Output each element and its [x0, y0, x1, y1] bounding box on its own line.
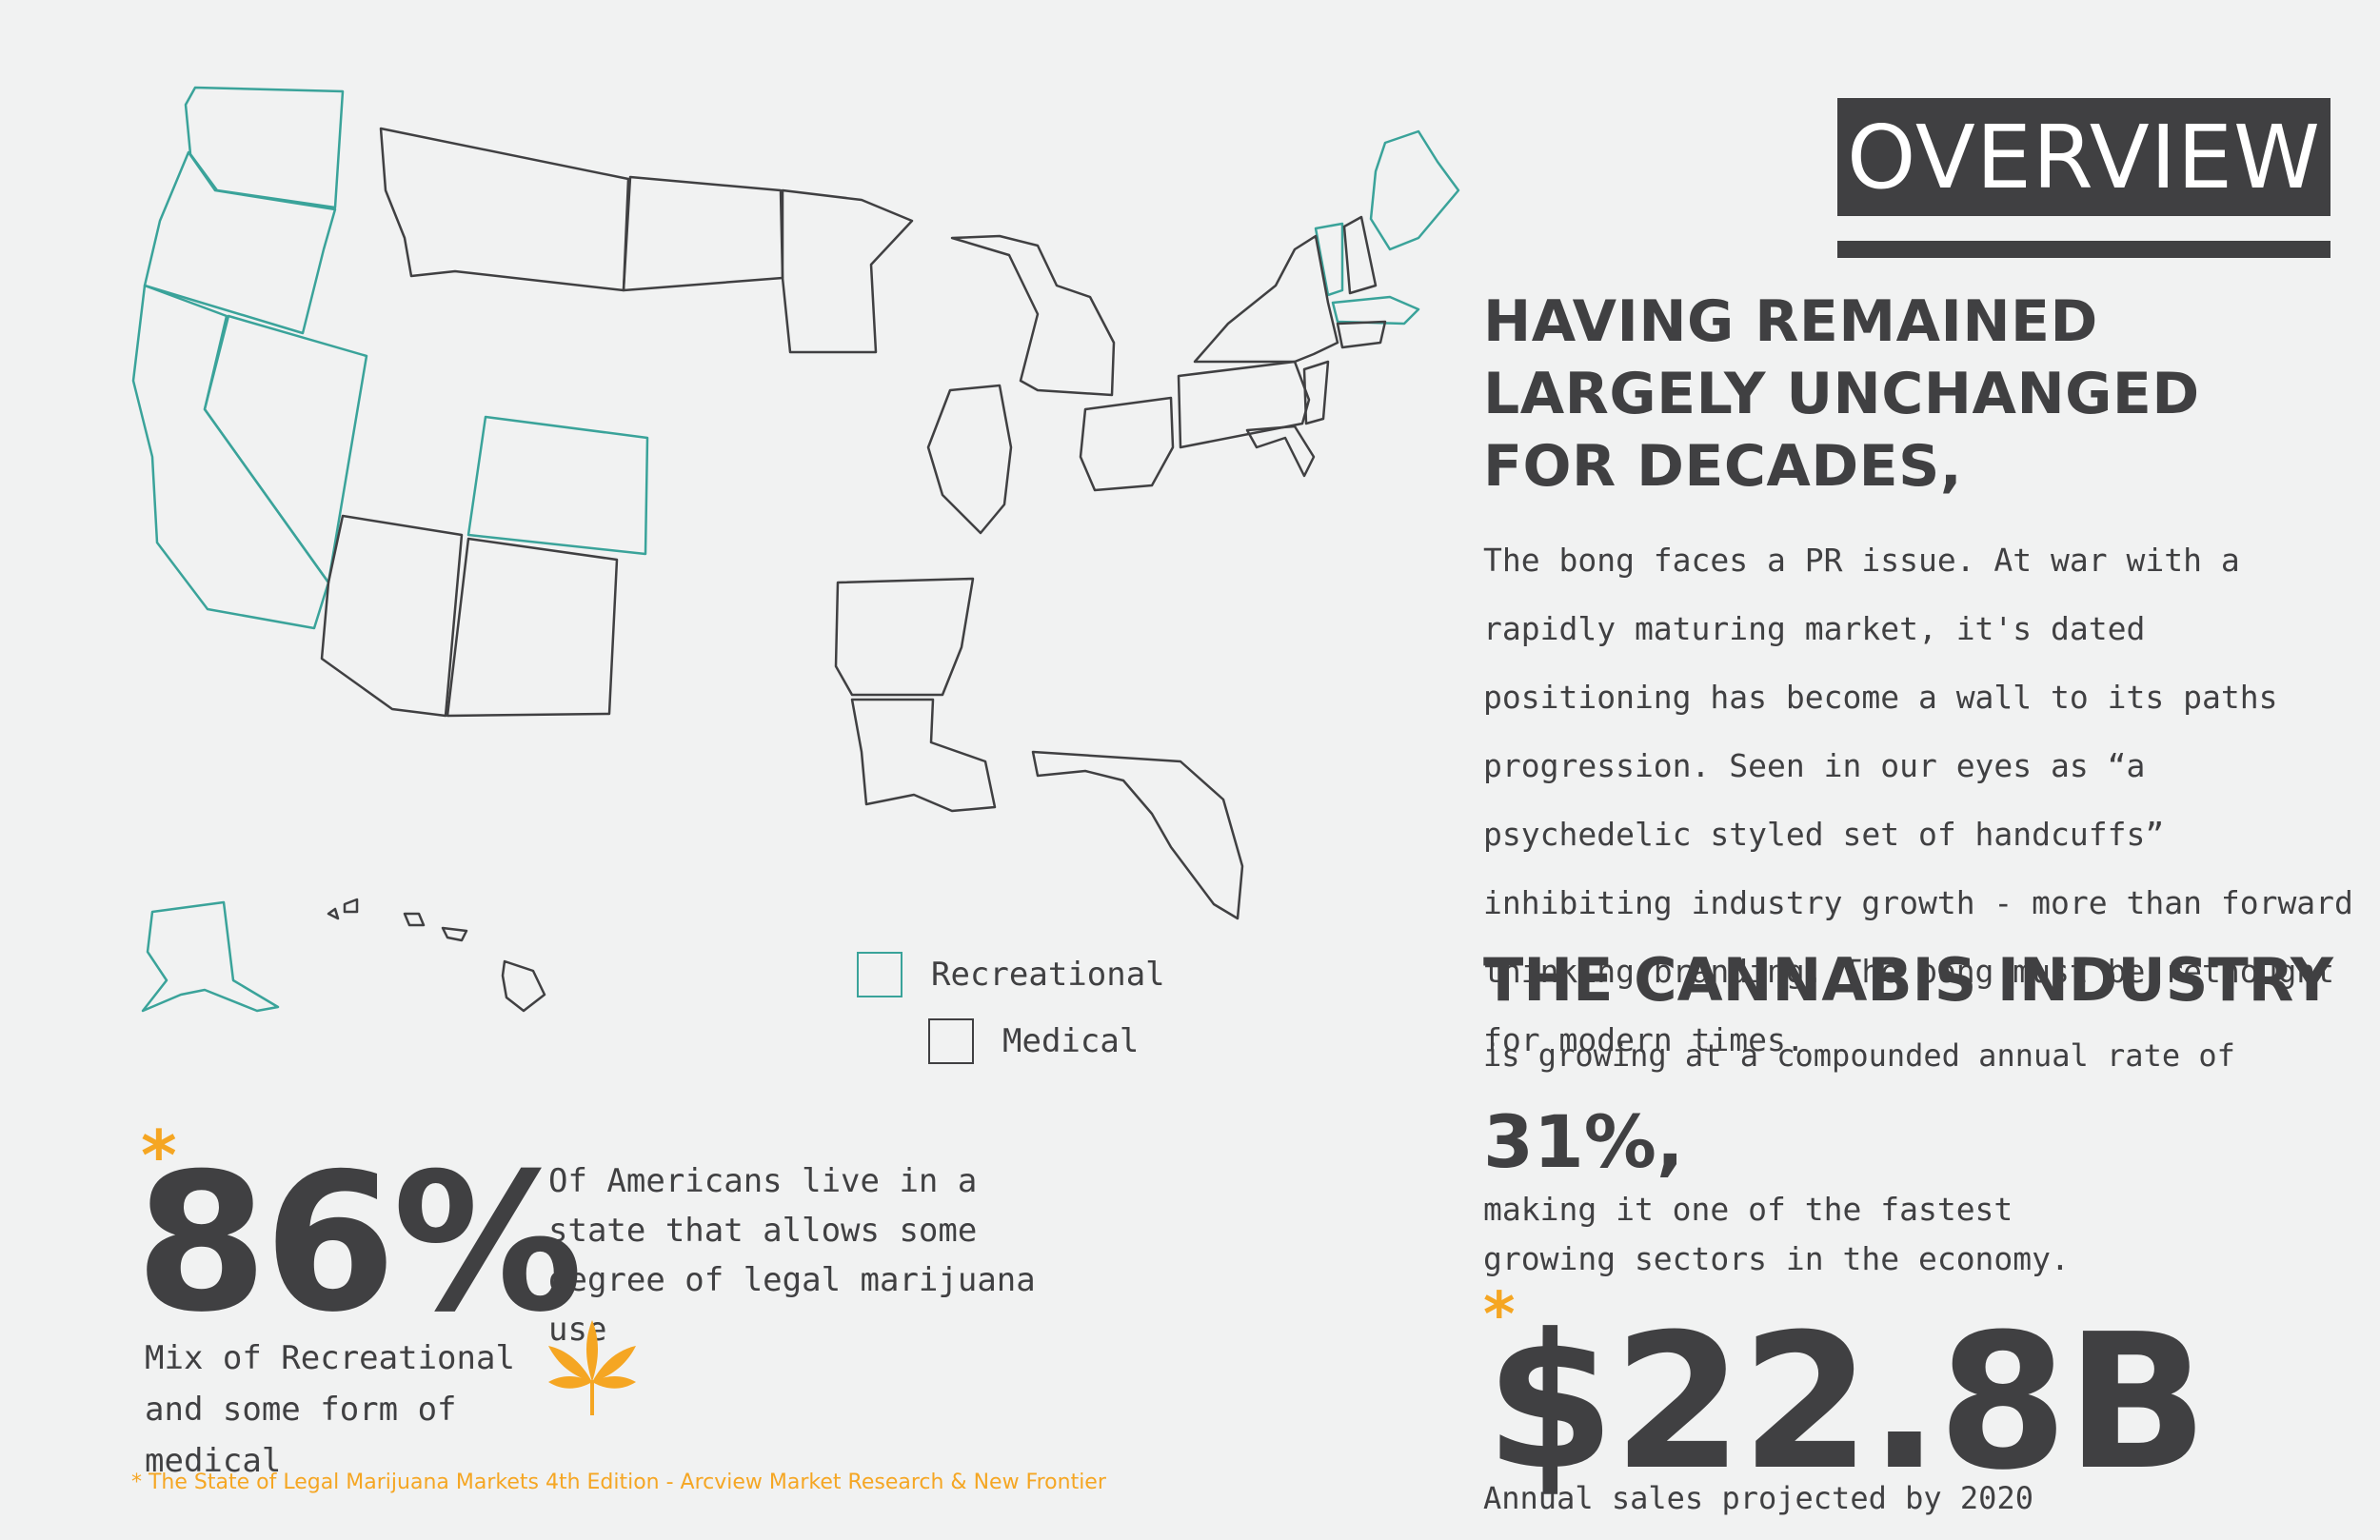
headline: HAVING REMAINED LARGELY UNCHANGED FOR DE…	[1483, 288, 2200, 500]
state-florida	[1031, 750, 1244, 920]
legend-medical-swatch	[928, 1018, 974, 1064]
legend-recreational-swatch	[857, 952, 902, 997]
cannabis-leaf-icon	[548, 1320, 636, 1415]
state-new-york	[1193, 234, 1339, 364]
legend-medical: Medical	[928, 1018, 1139, 1064]
state-ohio	[1079, 396, 1175, 492]
sales-value: $22.8B	[1485, 1294, 2208, 1511]
state-new-hampshire	[1342, 215, 1378, 295]
state-oregon	[143, 150, 337, 335]
stat-asterisk: *	[141, 1116, 177, 1195]
state-north-dakota	[622, 175, 784, 292]
industry-subheading: is growing at a compounded annual rate o…	[1483, 1037, 2235, 1074]
growth-rate-value: 31%,	[1483, 1099, 1684, 1184]
state-new-jersey	[1302, 360, 1330, 425]
state-colorado	[466, 415, 649, 556]
state-hawaii-4	[441, 926, 468, 942]
state-arizona	[320, 514, 464, 718]
sales-asterisk: *	[1483, 1280, 1516, 1351]
state-massachusetts	[1331, 295, 1420, 326]
state-pennsylvania	[1177, 360, 1311, 449]
state-maine	[1369, 129, 1460, 251]
state-vermont	[1314, 222, 1344, 297]
state-hawaii-1	[327, 907, 340, 920]
state-arkansas	[834, 577, 975, 697]
state-alaska	[141, 900, 280, 1013]
state-maryland-delaware	[1245, 424, 1316, 478]
state-hawaii-2	[343, 898, 359, 914]
state-nevada	[203, 314, 368, 584]
state-minnesota	[781, 188, 914, 354]
us-legalization-map	[131, 86, 1460, 1013]
state-illinois	[926, 384, 1013, 535]
state-montana	[379, 127, 630, 292]
legend-medical-label: Medical	[1002, 1022, 1140, 1060]
state-michigan	[950, 234, 1116, 397]
overview-title: OVERVIEW	[1837, 98, 2330, 216]
sales-note: Annual sales projected by 2020	[1483, 1480, 2033, 1516]
state-connecticut-ri	[1336, 320, 1387, 349]
industry-heading: THE CANNABIS INDUSTRY	[1483, 945, 2333, 1015]
state-washington	[184, 86, 345, 209]
overview-title-text: OVERVIEW	[1847, 106, 2321, 208]
growth-rate-note: making it one of the fastest growing sec…	[1483, 1191, 2070, 1277]
state-hawaii-3	[403, 912, 426, 927]
state-new-mexico	[446, 537, 619, 718]
body-paragraph: The bong faces a PR issue. At war with a…	[1483, 542, 2353, 1058]
stat-value: 86%	[135, 1133, 584, 1354]
stat-description: Of Americans live in a state that allows…	[548, 1162, 1036, 1349]
legend-recreational: Recreational	[857, 952, 1165, 997]
stat-mix-note: Mix of Recreational and some form of med…	[145, 1339, 515, 1480]
legend-recreational-label: Recreational	[931, 956, 1165, 994]
source-footnote: * The State of Legal Marijuana Markets 4…	[131, 1471, 1106, 1494]
overview-divider	[1837, 241, 2330, 258]
state-hawaii-5	[501, 959, 546, 1013]
state-louisiana	[850, 698, 997, 813]
